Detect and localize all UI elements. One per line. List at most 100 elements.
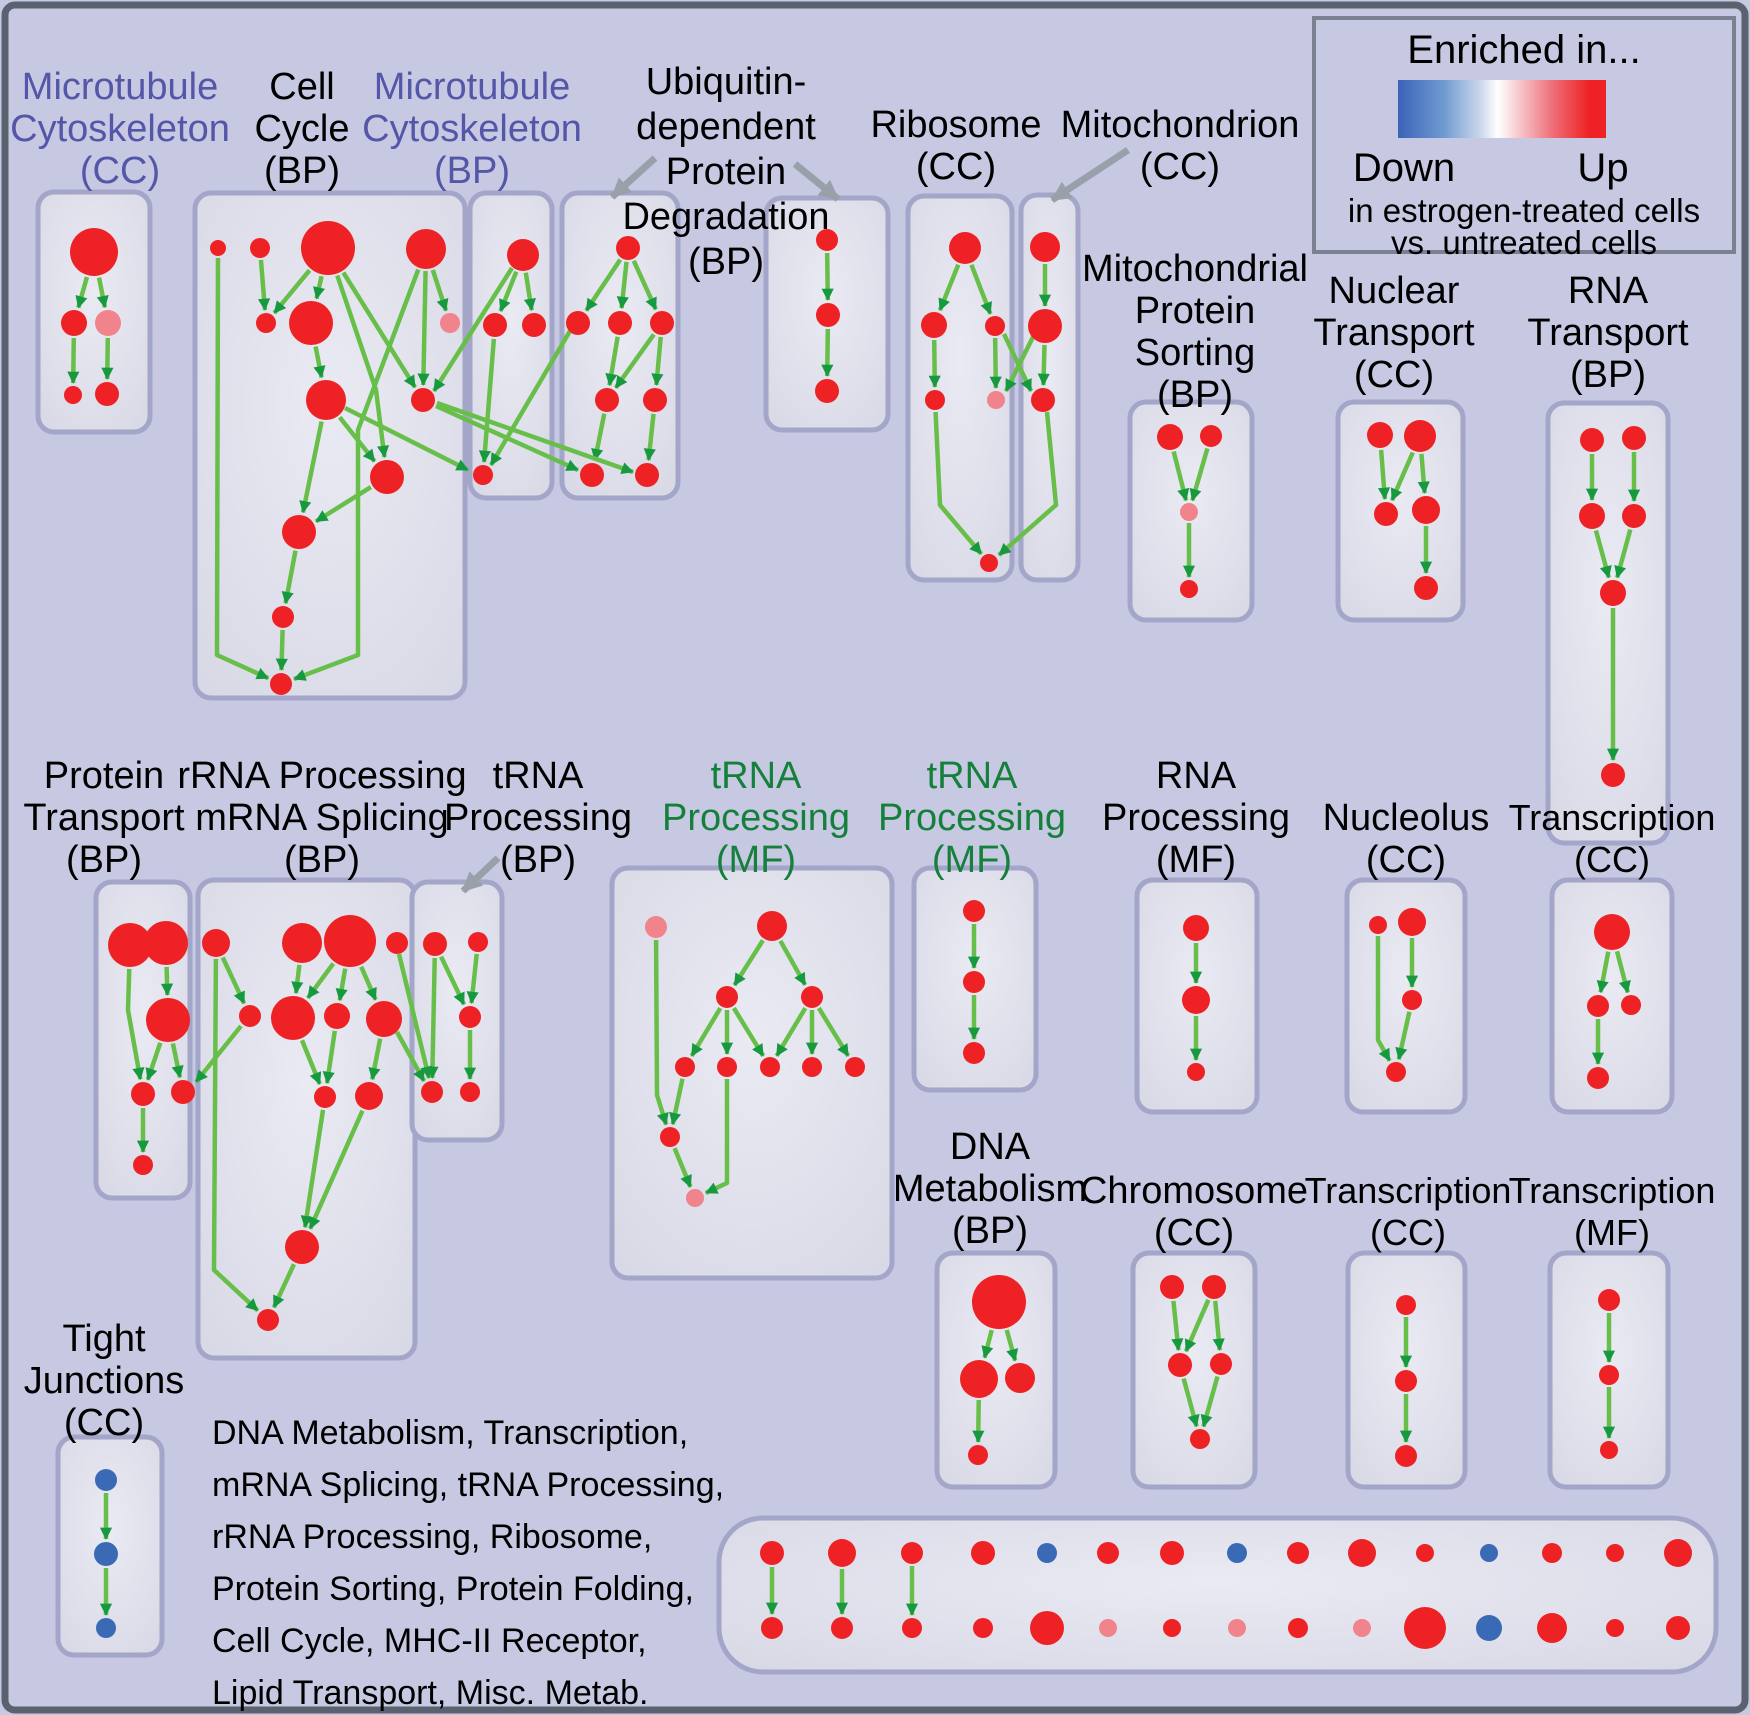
edge-arrow xyxy=(145,1042,163,1081)
group-label-line: Metabolism xyxy=(892,1168,1088,1210)
go-term-node xyxy=(202,929,230,957)
go-term-node xyxy=(802,1057,822,1077)
go-term-node xyxy=(146,998,190,1042)
edge-arrow xyxy=(341,271,417,389)
go-term-node xyxy=(421,1081,443,1103)
group-label-line: Nuclear xyxy=(1328,270,1460,312)
edge-arrow xyxy=(816,1006,851,1058)
go-term-node xyxy=(1594,914,1630,950)
group-label-line: (BP) xyxy=(1157,374,1233,416)
dna-metabolism-bp-box xyxy=(934,1250,1058,1490)
go-term-node xyxy=(1542,1543,1562,1563)
go-term-node xyxy=(650,311,674,335)
edge-arrow xyxy=(669,1078,685,1126)
go-term-node xyxy=(1028,309,1062,343)
legend-title: Enriched in... xyxy=(1407,28,1641,72)
group-label-line: Cytoskeleton xyxy=(362,108,582,150)
go-term-node xyxy=(902,1618,922,1638)
go-term-node xyxy=(1622,504,1646,528)
legend-subtitle-1: in estrogen-treated cells xyxy=(1347,192,1701,229)
go-term-node xyxy=(1374,502,1398,526)
cross-edge-arrow xyxy=(1003,333,1037,393)
group-label-line: RNA xyxy=(1567,270,1649,312)
group-label-line: Transport xyxy=(23,797,185,839)
edge-arrow xyxy=(430,269,449,312)
cross-edge-arrow xyxy=(194,1024,243,1084)
group-label-line: rRNA Processing xyxy=(177,755,467,797)
nuclear-transport-cc-label: Nuclear Transport (CC) xyxy=(1313,270,1474,396)
misc-text-line: Protein Sorting, Protein Folding, xyxy=(212,1570,694,1608)
cell-cycle-bp-label: Cell Cycle (BP) xyxy=(254,66,349,192)
go-term-node xyxy=(459,1006,481,1028)
edge-arrow xyxy=(281,550,298,605)
edge-arrow xyxy=(498,270,519,312)
go-term-node xyxy=(972,1275,1026,1329)
edge-arrow xyxy=(969,263,993,315)
misc-panel-box xyxy=(716,1515,1719,1675)
go-term-node xyxy=(963,971,985,993)
go-term-node xyxy=(1183,915,1209,941)
group-label-line: (BP) xyxy=(687,241,764,283)
legend-subtitle-2: vs. untreated cells xyxy=(1391,224,1657,261)
go-term-node xyxy=(370,460,404,494)
go-term-node xyxy=(716,986,738,1008)
edge-arrow xyxy=(584,258,623,312)
go-term-node xyxy=(282,923,322,963)
go-term-node xyxy=(1537,1613,1567,1643)
go-term-node xyxy=(1606,1619,1624,1637)
go-term-node xyxy=(61,310,87,336)
go-term-node xyxy=(1227,1543,1247,1563)
go-term-node xyxy=(483,313,507,337)
edge-arrow xyxy=(257,259,271,311)
go-term-node xyxy=(95,1469,117,1491)
edge-arrow xyxy=(651,336,664,386)
legend-gradient-bar xyxy=(1398,80,1606,138)
trna-processing-bp-label: tRNA Processing (BP) xyxy=(444,755,632,881)
group-label-line: (CC) xyxy=(1365,839,1447,881)
edge-arrow xyxy=(300,1109,326,1229)
group-label-line: Microtubule xyxy=(21,66,219,108)
cross-edge-arrow xyxy=(489,329,572,467)
go-term-node xyxy=(828,1539,856,1567)
transcription-cc-low-label: Transcription (CC) xyxy=(1305,1170,1512,1254)
edge-arrow xyxy=(972,1399,985,1443)
go-term-node xyxy=(963,900,985,922)
go-term-node xyxy=(1606,1544,1624,1562)
misc-text-line: rRNA Processing, Ribosome, xyxy=(212,1518,653,1556)
go-term-node xyxy=(96,1618,116,1638)
edge-arrow xyxy=(1395,1011,1412,1061)
transcription-mf-label: Transcription (MF) xyxy=(1509,1170,1716,1254)
go-term-node xyxy=(717,1057,737,1077)
transcription-cc-mid-box xyxy=(1549,877,1675,1115)
go-term-node xyxy=(507,239,539,271)
edge-arrow xyxy=(293,268,421,682)
edge-arrow xyxy=(616,261,629,309)
go-term-node xyxy=(1180,580,1198,598)
go-term-node xyxy=(306,380,346,420)
group-label-line: (MF) xyxy=(931,839,1013,881)
edge-arrow xyxy=(125,968,145,1081)
group-label-line: (CC) xyxy=(63,1402,145,1444)
group-label-line: Sorting xyxy=(1134,332,1256,374)
group-label-line: (MF) xyxy=(1155,839,1237,881)
go-term-node xyxy=(1414,576,1438,600)
go-term-node xyxy=(580,463,604,487)
go-term-node xyxy=(1664,1539,1692,1567)
cross-edge-arrow xyxy=(997,411,1059,557)
go-term-node xyxy=(925,390,945,410)
group-label-line: Chromosome xyxy=(1079,1170,1309,1212)
go-term-node xyxy=(757,911,787,941)
edge-arrow xyxy=(643,413,656,461)
go-term-node xyxy=(1187,1063,1205,1081)
go-term-node xyxy=(816,303,840,327)
go-term-node xyxy=(250,238,270,258)
go-term-node xyxy=(566,311,590,335)
group-label-line: (CC) xyxy=(1153,1212,1235,1254)
go-term-node xyxy=(289,301,333,345)
transcription-cc-mid-label: Transcription (CC) xyxy=(1509,797,1716,881)
edge-arrow xyxy=(928,339,941,388)
chromosome-cc-label: Chromosome (CC) xyxy=(1080,1170,1308,1254)
go-term-node xyxy=(144,921,188,965)
